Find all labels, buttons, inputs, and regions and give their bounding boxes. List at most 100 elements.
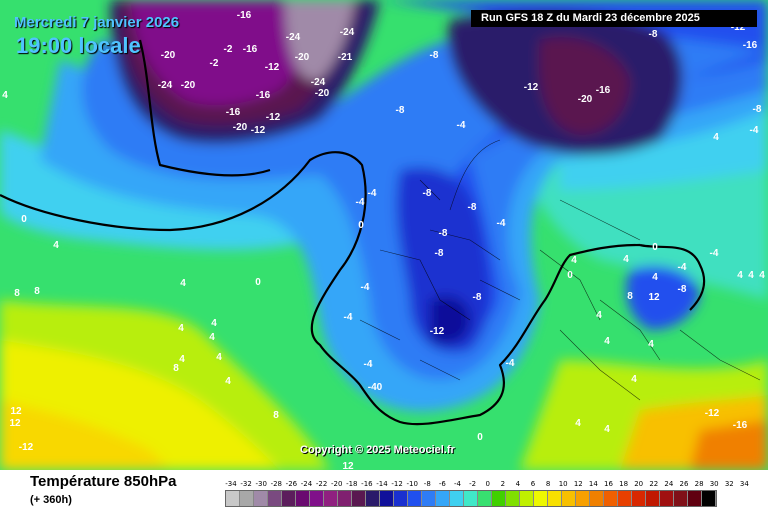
isotherm-label: 4	[575, 418, 581, 429]
map-graphic: -16-2 -16-24-20-24-21-20-2 -12-24-20-24 -20…	[0, 0, 768, 470]
isotherm-label: -12	[430, 326, 445, 337]
legend-labels: -34 -32 -30 -28 -26 -24 -22 -20 -18 -16 -14 -12 -10-…	[222, 480, 754, 490]
legend-value: -24	[300, 480, 313, 488]
legend-value: -4	[454, 480, 461, 488]
isotherm-label: -4	[710, 248, 719, 259]
legend-value: -32	[240, 480, 252, 488]
legend-value: -12	[391, 480, 403, 488]
isotherm-label: -20	[161, 50, 176, 61]
legend-value: 0	[485, 480, 490, 488]
legend-value: -28	[270, 480, 283, 488]
isotherm-label: -12	[19, 442, 34, 453]
legend-swatch	[590, 491, 604, 506]
legend-value: 4	[515, 480, 521, 488]
legend-swatch	[366, 491, 380, 506]
temperature-map: -16 -2 -16 -24 -20 -24 -21 -20 -2 -12 -24 -20 -24 -20…	[0, 0, 768, 470]
isotherm-label: 4	[571, 255, 577, 266]
legend-value: 10	[558, 480, 568, 488]
isotherm-label: 4	[623, 254, 629, 265]
legend-swatch	[394, 491, 408, 506]
isotherm-label: 4	[713, 132, 719, 143]
isotherm-label: 12	[648, 292, 660, 303]
isotherm-label: 0	[255, 277, 261, 288]
legend-value: -2	[469, 480, 477, 488]
isotherm-label: -12	[265, 62, 280, 73]
legend-swatch	[324, 491, 338, 506]
isotherm-label: -4	[678, 262, 687, 273]
isotherm-label: 0	[652, 242, 658, 253]
legend-swatch	[464, 491, 478, 506]
isotherm-label: 4	[211, 318, 217, 329]
forecast-date: Mercredi 7 janvier 2026	[14, 14, 180, 31]
isotherm-label: 0	[358, 220, 364, 231]
isotherm-label: 12	[10, 406, 22, 417]
isotherm-label: -2	[210, 58, 219, 69]
isotherm-label: 4	[225, 376, 231, 387]
legend-swatch	[352, 491, 366, 506]
copyright-notice: Copyright © 2025 Meteociel.fr	[300, 444, 455, 456]
legend-swatch	[688, 491, 702, 506]
isotherm-label: -4	[497, 218, 506, 229]
legend-swatch	[254, 491, 268, 506]
isotherm-label: -16	[256, 90, 271, 101]
legend-value: -10	[406, 480, 418, 488]
legend-swatch	[408, 491, 422, 506]
isotherm-label: -8	[439, 228, 448, 239]
isotherm-label: -8	[649, 29, 658, 40]
isotherm-label: 4	[180, 278, 186, 289]
legend-swatch	[646, 491, 660, 506]
legend-swatch	[268, 491, 282, 506]
legend-value: 18	[619, 480, 629, 488]
legend-value: -20	[330, 480, 343, 488]
isotherm-label: -12	[266, 112, 281, 123]
legend-value: -18	[346, 480, 358, 488]
legend-value: -26	[285, 480, 298, 488]
isotherm-label: -12	[524, 82, 539, 93]
isotherm-label: 4	[209, 332, 215, 343]
isotherm-label: 8	[34, 286, 40, 297]
legend-swatch	[338, 491, 352, 506]
isotherm-label: 4	[748, 270, 754, 281]
isotherm-label: -24	[158, 80, 173, 91]
isotherm-label: -4	[356, 197, 365, 208]
legend-swatch	[240, 491, 254, 506]
map-title: Température 850hPa	[30, 473, 177, 490]
color-scale	[225, 490, 717, 507]
isotherm-label: -16	[743, 40, 758, 51]
legend-swatch	[436, 491, 450, 506]
isotherm-label: 8	[627, 291, 633, 302]
legend-value: 30	[709, 480, 719, 488]
isotherm-label: -8	[396, 105, 405, 116]
legend-value: 34	[739, 480, 749, 488]
isotherm-label: -21	[338, 52, 353, 63]
legend-value: 12	[573, 480, 583, 488]
legend-value: 24	[664, 480, 674, 488]
isotherm-label: 4	[604, 336, 610, 347]
isotherm-label: -20	[578, 94, 593, 105]
legend-value: -8	[423, 480, 431, 488]
legend-swatch	[534, 491, 548, 506]
isotherm-label: -8	[473, 292, 482, 303]
isotherm-label: 12	[9, 418, 21, 429]
legend-swatch	[310, 491, 324, 506]
isotherm-label: -4	[344, 312, 353, 323]
isotherm-label: 0	[21, 214, 27, 225]
legend-swatch	[674, 491, 688, 506]
legend-swatch	[450, 491, 464, 506]
legend-swatch	[506, 491, 520, 506]
isotherm-label: 8	[273, 410, 279, 421]
isotherm-label: -4	[506, 358, 515, 369]
isotherm-label: 4	[648, 339, 654, 350]
isotherm-label: -8	[423, 188, 432, 199]
legend-value: -34	[225, 480, 237, 488]
isotherm-label: -16	[733, 420, 748, 431]
legend-swatch	[492, 491, 506, 506]
legend-swatch	[618, 491, 632, 506]
legend-footer: Température 850hPa (+ 360h) -34 -32 -30 -28…	[0, 470, 768, 512]
legend-value: 6	[530, 480, 536, 488]
legend-value: 16	[604, 480, 613, 488]
isotherm-label: -4	[361, 282, 370, 293]
isotherm-label: 4	[759, 270, 765, 281]
legend-value: -6	[438, 480, 446, 488]
isotherm-label: -4	[368, 188, 377, 199]
